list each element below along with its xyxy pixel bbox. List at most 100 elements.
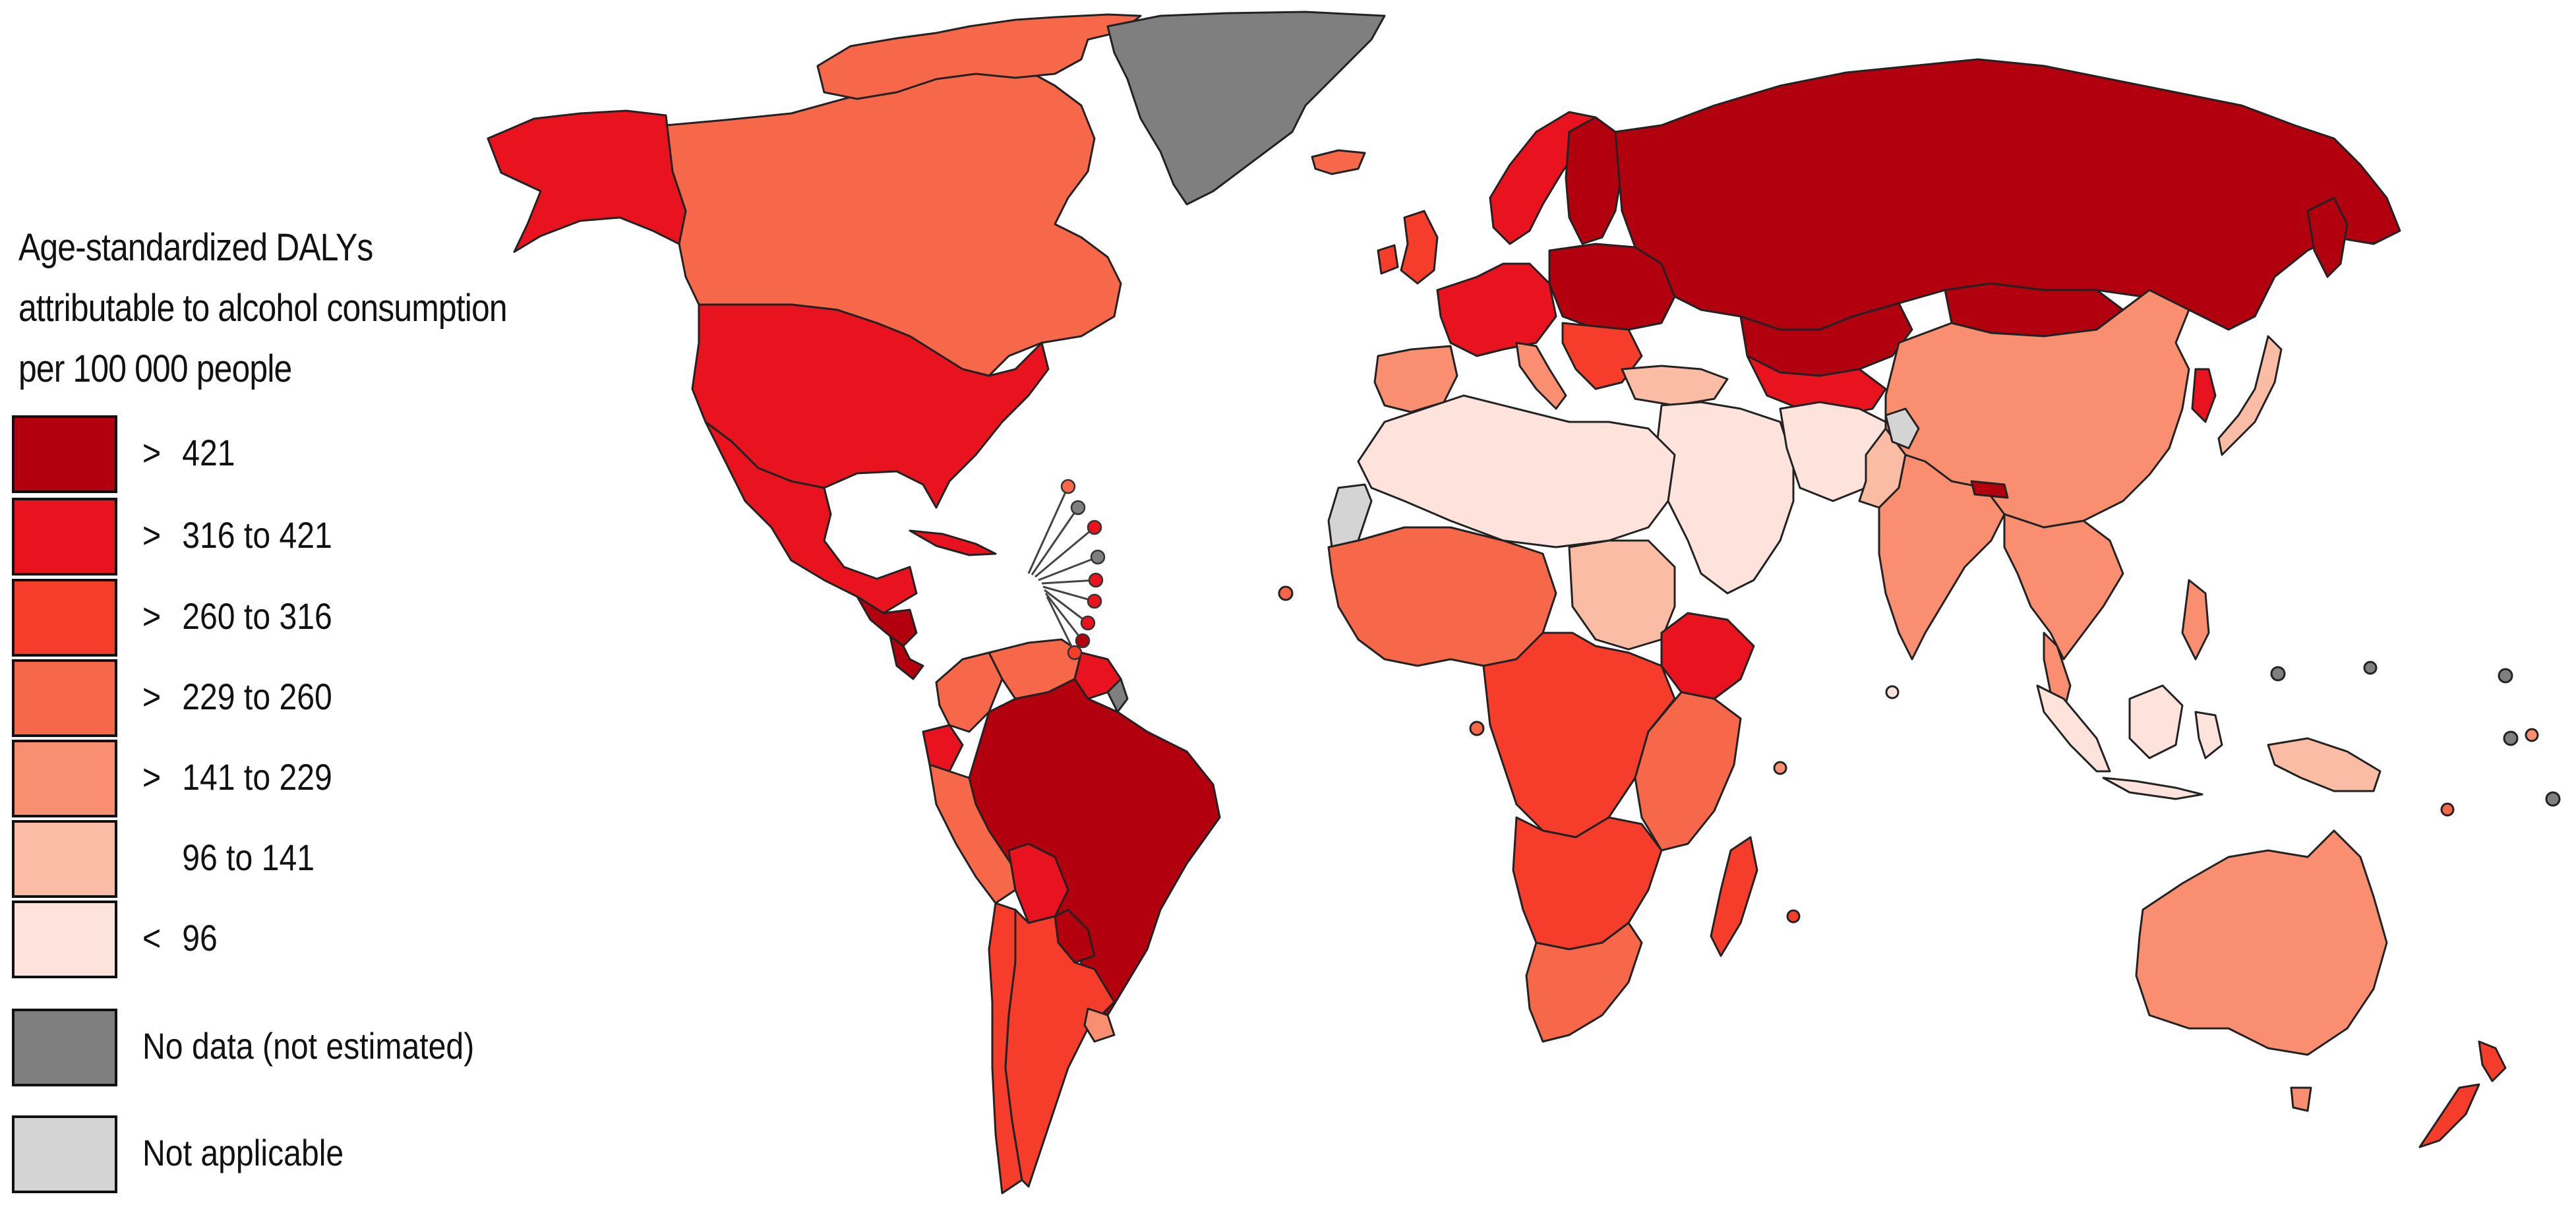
legend-swatch-lt96	[12, 901, 117, 978]
region-ireland	[1377, 244, 1399, 275]
legend-item-316-421: >316 to 421	[12, 498, 605, 580]
legend-title-line-1: Age-standardized DALYs	[18, 226, 373, 269]
region-ecuador	[922, 724, 964, 773]
legend-label-gt421: 421	[182, 432, 235, 473]
legend-swatch-gt421	[12, 415, 117, 493]
region-bolivia	[1007, 842, 1069, 924]
legend-item-gt421: >421	[12, 415, 605, 498]
island-pacific-1	[2270, 666, 2286, 682]
region-western-europe	[1436, 262, 1557, 357]
legend-label-no-data: No data (not estimated)	[142, 1025, 475, 1067]
island-cape-verde	[1278, 585, 1294, 601]
region-tasmania	[2290, 1086, 2312, 1112]
island-pacific-5	[2440, 802, 2455, 817]
legend-label-141-229: 141 to 229	[182, 756, 332, 798]
region-nepal	[1970, 480, 2009, 499]
legend-label-316-421: 316 to 421	[182, 514, 332, 556]
caribbean-island-6	[1087, 593, 1102, 609]
region-indonesia-java	[2102, 777, 2203, 800]
island-pacific-2	[2498, 668, 2513, 684]
region-kamchatka	[2306, 196, 2349, 278]
legend-label-260-316: 260 to 316	[182, 595, 332, 637]
legend-title: Age-standardized DALYs attributable to a…	[18, 218, 508, 399]
region-kashmir	[1884, 407, 1920, 450]
island-sao-tome	[1469, 721, 1485, 736]
legend-label-lt96: 96	[182, 917, 218, 959]
region-argentina	[1004, 908, 1116, 1188]
legend-symbol: >	[142, 756, 162, 798]
region-east-africa	[1634, 691, 1742, 852]
region-korea	[2191, 368, 2217, 423]
caribbean-island-4	[1090, 549, 1106, 565]
region-middle-east	[1654, 401, 1795, 595]
legend-swatch-260-316	[12, 579, 117, 657]
map-land	[487, 11, 2561, 1195]
island-pacific-6	[2545, 791, 2561, 807]
legend-title-line-2: attributable to alcohol consumption	[18, 287, 508, 330]
legend-symbol: <	[142, 917, 162, 959]
caribbean-island-7	[1080, 615, 1096, 631]
region-indonesia-sumatra	[2036, 684, 2111, 773]
legend-title-line-3: per 100 000 people	[18, 347, 292, 390]
region-indonesia-sulawesi	[2194, 711, 2223, 759]
region-mexico	[704, 421, 918, 614]
region-india	[1878, 454, 2006, 661]
region-cuba	[909, 529, 997, 556]
legend-swatch-96-141	[12, 820, 117, 898]
caribbean-callouts	[1027, 479, 1106, 661]
legend-item-no-data: No data (not estimated)	[12, 1009, 605, 1091]
caribbean-island-3	[1087, 519, 1102, 535]
legend-swatch-316-421	[12, 498, 117, 576]
region-japan	[2217, 335, 2283, 456]
region-french-guiana	[1106, 678, 1129, 713]
legend-label-229-260: 229 to 260	[182, 676, 332, 717]
legend-swatch-no-data	[12, 1009, 117, 1086]
legend-label-96-141: 96 to 141	[182, 837, 315, 878]
legend-item-not-applicable: Not applicable	[12, 1115, 605, 1198]
region-eastern-europe	[1548, 243, 1676, 331]
region-central-america	[856, 595, 918, 647]
region-finland-baltics	[1565, 116, 1623, 245]
island-comoros	[1773, 761, 1787, 775]
region-madagascar	[1710, 836, 1758, 957]
region-italy	[1515, 341, 1567, 410]
region-new-zealand-south	[2418, 1083, 2480, 1148]
island-pacific-3	[2503, 730, 2519, 746]
region-canada-arctic-islands	[816, 13, 1142, 100]
region-sudan	[1568, 539, 1676, 651]
legend-symbol: >	[142, 595, 162, 637]
region-alaska	[487, 109, 687, 253]
region-southeast-asia	[2003, 513, 2124, 661]
region-iceland	[1311, 149, 1366, 175]
caribbean-island-1	[1060, 479, 1076, 494]
region-balkans	[1561, 322, 1643, 390]
legend-label-not-applicable: Not applicable	[142, 1132, 344, 1173]
legend-symbol: >	[142, 676, 162, 717]
legend-swatch-229-260	[12, 659, 117, 737]
caribbean-island-8	[1075, 633, 1091, 649]
region-central-asia	[1746, 355, 1887, 417]
region-philippines	[2181, 579, 2210, 661]
island-maldives	[1885, 685, 1900, 699]
legend-item-96-141: 96 to 141	[12, 820, 605, 902]
legend-item-260-316: >260 to 316	[12, 579, 605, 661]
island-mauritius	[1786, 909, 1801, 924]
legend-symbol: >	[142, 514, 162, 556]
region-turkey	[1621, 365, 1729, 407]
caribbean-island-9	[1067, 645, 1083, 661]
region-central-america-south	[889, 635, 924, 680]
legend-item-lt96: <96	[12, 901, 605, 983]
caribbean-island-2	[1070, 500, 1086, 516]
region-greenland	[1106, 11, 1386, 206]
legend-swatch-not-applicable	[12, 1115, 117, 1193]
legend-item-141-229: >141 to 229	[12, 740, 605, 822]
region-new-guinea	[2267, 737, 2381, 792]
legend-item-229-260: >229 to 260	[12, 659, 605, 742]
region-north-africa	[1357, 394, 1676, 548]
region-australia	[2135, 829, 2388, 1056]
island-pacific-4	[2525, 728, 2539, 742]
legend-symbol: >	[142, 432, 162, 473]
region-south-africa	[1525, 922, 1643, 1043]
